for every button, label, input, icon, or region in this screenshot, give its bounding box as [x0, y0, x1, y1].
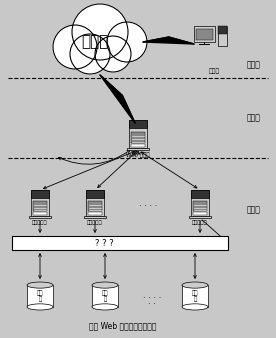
- Bar: [33, 212, 47, 215]
- Bar: [88, 212, 102, 215]
- Text: 数据
库: 数据 库: [192, 290, 198, 302]
- Text: 第三层: 第三层: [247, 206, 261, 215]
- Bar: [131, 144, 145, 147]
- Bar: [196, 29, 213, 40]
- Text: 第一层: 第一层: [247, 61, 261, 70]
- Bar: [129, 120, 147, 148]
- Text: 应用服务器: 应用服务器: [192, 220, 208, 225]
- Bar: [129, 120, 147, 128]
- Text: 应用服务器: 应用服务器: [87, 220, 103, 225]
- Circle shape: [70, 34, 110, 74]
- Ellipse shape: [27, 304, 53, 310]
- Text: 第二层: 第二层: [247, 114, 261, 122]
- Ellipse shape: [92, 282, 118, 288]
- Bar: [218, 26, 227, 46]
- Text: 数据
库: 数据 库: [37, 290, 43, 302]
- Bar: [191, 190, 209, 197]
- Bar: [218, 26, 227, 33]
- Bar: [86, 190, 104, 197]
- Bar: [182, 285, 208, 307]
- Text: 应用服务器: 应用服务器: [32, 220, 48, 225]
- Ellipse shape: [92, 304, 118, 310]
- Bar: [189, 216, 211, 218]
- Bar: [86, 190, 104, 216]
- Ellipse shape: [182, 304, 208, 310]
- Text: . . . .: . . . .: [143, 291, 161, 300]
- Bar: [127, 148, 149, 150]
- Bar: [29, 216, 51, 218]
- Circle shape: [72, 4, 128, 60]
- Ellipse shape: [182, 282, 208, 288]
- Text: . .: . .: [148, 297, 156, 307]
- Polygon shape: [143, 37, 194, 44]
- Circle shape: [107, 22, 147, 62]
- Circle shape: [95, 36, 131, 72]
- Circle shape: [53, 25, 97, 69]
- Ellipse shape: [27, 282, 53, 288]
- Bar: [84, 216, 106, 218]
- Bar: [27, 285, 53, 307]
- Bar: [31, 190, 49, 197]
- Polygon shape: [100, 75, 135, 123]
- Bar: [193, 201, 207, 211]
- Text: 互联网: 互联网: [81, 34, 109, 49]
- Bar: [131, 132, 145, 143]
- Bar: [31, 190, 49, 216]
- Bar: [194, 26, 215, 42]
- Bar: [33, 201, 47, 211]
- Text: Web 服务器: Web 服务器: [126, 152, 150, 158]
- Bar: [12, 236, 228, 250]
- Text: 浏览器: 浏览器: [208, 68, 220, 74]
- Bar: [193, 212, 207, 215]
- Text: 数据
库: 数据 库: [102, 290, 108, 302]
- Text: 多层 Web 应用体系结构框架: 多层 Web 应用体系结构框架: [89, 321, 157, 331]
- Text: ? ? ?: ? ? ?: [95, 239, 113, 247]
- Text: . . . .: . . . .: [139, 199, 157, 209]
- Bar: [88, 201, 102, 211]
- Bar: [92, 285, 118, 307]
- Bar: [191, 190, 209, 216]
